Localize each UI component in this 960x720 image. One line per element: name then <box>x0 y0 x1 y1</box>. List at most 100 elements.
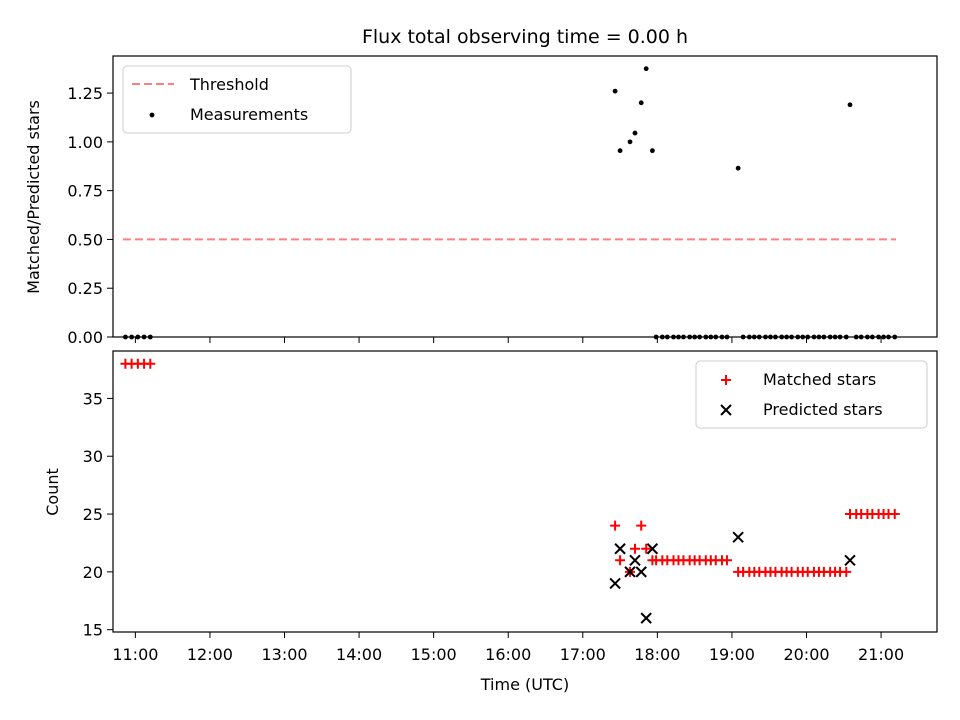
x-tick-label: 12:00 <box>187 645 233 664</box>
threshold-legend-label: Threshold <box>189 75 269 94</box>
measurement-point <box>659 334 665 340</box>
measurement-point <box>638 100 644 106</box>
measurement-point <box>773 334 778 340</box>
measurement-point <box>805 334 811 340</box>
measurement-point <box>617 148 623 154</box>
predicted-stars-point <box>646 543 659 555</box>
y-tick-label: 0.25 <box>67 279 103 298</box>
predicted-stars-point <box>732 531 744 543</box>
matched-stars-point <box>721 555 732 566</box>
top-y-axis-label: Matched/Predicted stars <box>24 100 43 294</box>
measurement-point <box>671 334 676 340</box>
matched-stars-point <box>145 358 156 369</box>
top-panel: 0.00 0.25 0.50 0.75 1.00 1.25 Threshold Measure… <box>67 55 938 347</box>
predicted-stars-legend-label: Predicted stars <box>763 400 883 419</box>
matched-stars-legend-label: Matched stars <box>763 370 876 389</box>
measurement-point <box>843 334 849 340</box>
matched-stars-point <box>641 543 652 554</box>
measurements-legend-label: Measurements <box>190 105 308 124</box>
measurement-point <box>141 334 147 340</box>
measurement-point <box>735 165 741 171</box>
x-axis-label: Time (UTC) <box>480 675 569 694</box>
legend-box <box>695 360 928 429</box>
measurement-point <box>869 334 875 340</box>
matched-stars-legend-swatch <box>721 375 731 385</box>
measurement-point <box>756 334 762 340</box>
x-tick-label: 11:00 <box>112 645 158 664</box>
measurement-point <box>837 334 843 340</box>
measurement-point <box>681 334 686 340</box>
x-tick-label: 21:00 <box>858 645 904 664</box>
matched-stars-point <box>889 509 900 520</box>
measurement-point <box>724 334 730 340</box>
top-legend: Threshold Measurements <box>122 65 352 134</box>
measurement-point <box>847 102 853 108</box>
measurement-point <box>858 334 864 340</box>
y-tick-label: 1.00 <box>67 133 103 152</box>
measurement-point <box>816 334 822 340</box>
measurements-legend-swatch <box>149 112 155 118</box>
measurement-point <box>876 334 881 340</box>
predicted-stars-point <box>635 566 647 578</box>
matched-stars-point <box>636 520 647 531</box>
measurement-point <box>795 334 801 340</box>
x-tick-label: 17:00 <box>560 645 606 664</box>
measurement-point <box>821 334 827 340</box>
measurement-point <box>853 334 859 340</box>
y-tick-label: 25 <box>83 505 103 524</box>
measurement-point <box>676 334 681 340</box>
predicted-stars-point <box>624 566 636 578</box>
measurement-point <box>653 334 659 340</box>
measurement-point <box>632 130 638 136</box>
measurement-point <box>123 334 128 340</box>
y-tick-label: 35 <box>83 389 103 408</box>
predicted-stars-point <box>614 543 626 555</box>
predicted-stars-legend-swatch <box>720 404 732 416</box>
y-tick-label: 0.75 <box>67 182 103 201</box>
x-tick-label: 15:00 <box>411 645 457 664</box>
predicted-stars-point <box>640 612 652 624</box>
measurement-point <box>827 334 833 340</box>
bottom-y-axis-label: Count <box>43 468 62 516</box>
measurement-point <box>687 334 693 340</box>
measurement-point <box>886 334 891 340</box>
predicted-stars-point <box>609 577 621 590</box>
y-tick-label: 0.00 <box>67 328 103 347</box>
x-tick-label: 16:00 <box>485 645 531 664</box>
measurement-point <box>719 334 725 340</box>
measurement-point <box>784 334 790 340</box>
predicted-stars-point <box>629 554 641 567</box>
measurement-point <box>627 139 633 145</box>
predicted-stars-point <box>844 554 856 567</box>
chart-title: Flux total observing time = 0.00 h <box>362 26 688 48</box>
measurement-point <box>751 334 757 340</box>
measurement-point <box>612 88 618 94</box>
measurement-point <box>697 334 703 340</box>
measurement-point <box>708 334 714 340</box>
measurement-point <box>865 334 870 340</box>
measurement-point <box>746 334 752 340</box>
x-tick-label: 19:00 <box>709 645 755 664</box>
x-tick-label: 13:00 <box>261 645 307 664</box>
matched-stars-point <box>629 543 640 554</box>
y-tick-label: 1.25 <box>67 84 103 103</box>
measurement-point <box>763 334 768 340</box>
measurement-point <box>129 334 135 340</box>
measurement-point <box>789 334 794 340</box>
y-tick-label: 30 <box>83 447 103 466</box>
y-tick-label: 0.50 <box>67 230 103 249</box>
plot-frame <box>112 55 938 338</box>
measurement-point <box>892 334 898 340</box>
matched-stars-point <box>615 555 626 566</box>
measurement-point <box>649 148 655 154</box>
bottom-panel: 15 20 25 30 35 11:00 12:00 13:00 14:00 15:00 16:00… <box>83 350 938 664</box>
measurement-point <box>692 334 698 340</box>
measurement-point <box>664 334 670 340</box>
measurement-point <box>811 334 817 340</box>
measurement-point <box>800 334 806 340</box>
plot-frame <box>112 350 938 633</box>
measurement-point <box>881 334 886 340</box>
x-tick-label: 20:00 <box>783 645 829 664</box>
y-tick-label: 15 <box>83 621 103 640</box>
